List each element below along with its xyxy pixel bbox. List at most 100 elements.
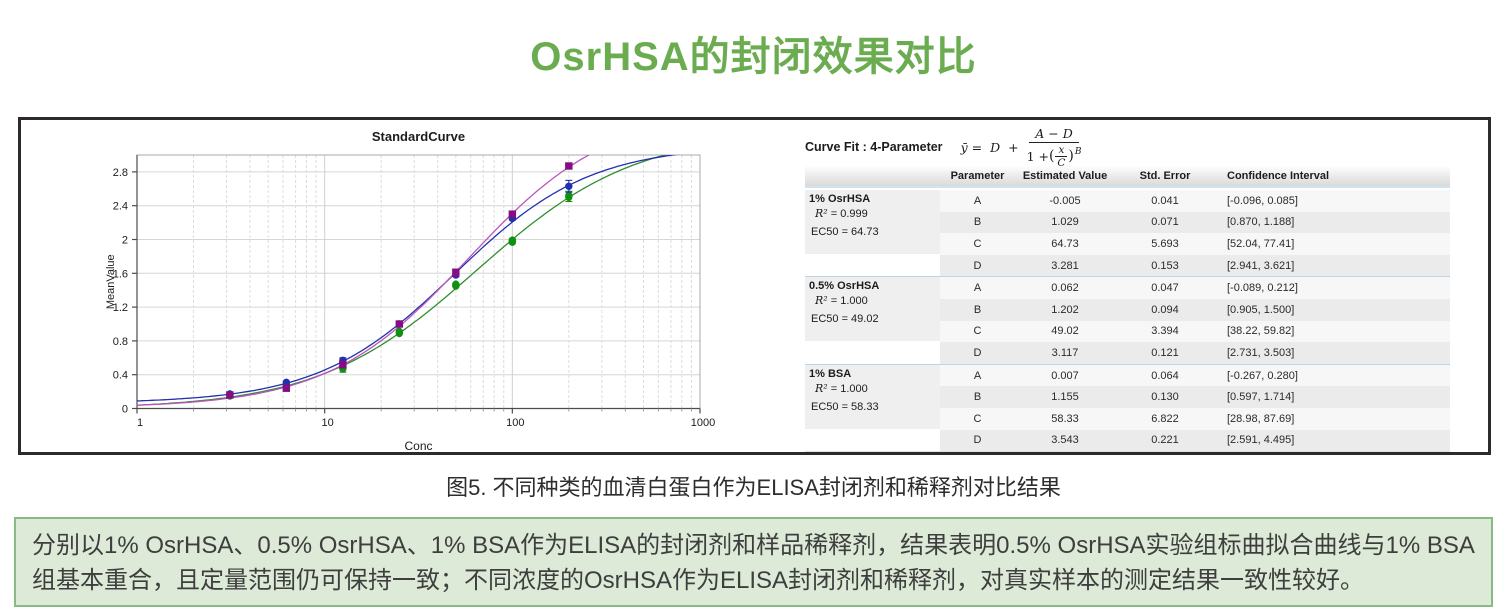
cell-confidence-interval: [-0.267, 0.280] <box>1227 369 1298 382</box>
figure-panel: 1 10 100 1000 0 0.4 0.8 1.2 1.6 2 2.4 2.8 StandardCu… <box>18 117 1491 455</box>
curve-fit-header: Curve Fit : 4-Parameter ȳ = D + A − D 1 … <box>805 126 1085 169</box>
cell-confidence-interval: [2.591, 4.495] <box>1227 434 1295 447</box>
cell-std-error: 3.394 <box>1151 325 1179 338</box>
cell-estimated-value: 1.029 <box>1051 216 1079 229</box>
cell-std-error: 0.153 <box>1151 259 1179 272</box>
table-row: C 49.02 3.394 [38.22, 59.82] <box>940 320 1450 343</box>
table-row: A 0.062 0.047 [-0.089, 0.212] <box>940 277 1450 299</box>
table-row: D 3.281 0.153 [2.941, 3.621] <box>940 254 1450 277</box>
summary-note-text: 分别以1% OsrHSA、0.5% OsrHSA、1% BSA作为ELISA的封… <box>32 532 1475 594</box>
svg-text:0: 0 <box>122 404 128 416</box>
formula-one-plus: 1 + <box>1026 148 1049 164</box>
chart-canvas: 1 10 100 1000 0 0.4 0.8 1.2 1.6 2 2.4 2.8 StandardCu… <box>105 129 715 453</box>
cell-std-error: 0.094 <box>1151 303 1179 316</box>
group-rows: A 0.062 0.047 [-0.089, 0.212] B 1.202 0.0… <box>940 277 1450 364</box>
table-row: D 3.117 0.121 [2.731, 3.503] <box>940 342 1450 364</box>
cell-std-error: 0.047 <box>1151 282 1179 295</box>
formula-x: x <box>1055 144 1068 157</box>
cell-estimated-value: 0.062 <box>1051 282 1079 295</box>
cell-confidence-interval: [0.597, 1.714] <box>1227 391 1295 404</box>
cell-std-error: 6.822 <box>1151 412 1179 425</box>
cell-parameter: B <box>973 303 982 316</box>
svg-text:1.2: 1.2 <box>113 302 128 314</box>
open-paren: ( <box>1049 148 1055 164</box>
cell-estimated-value: 0.007 <box>1051 369 1079 382</box>
svg-text:2: 2 <box>122 235 128 247</box>
table-row: C 58.33 6.822 [28.98, 87.69] <box>940 407 1450 430</box>
cell-confidence-interval: [52.04, 77.41] <box>1227 237 1295 250</box>
cell-estimated-value: 1.155 <box>1051 391 1079 404</box>
svg-text:1.6: 1.6 <box>113 268 128 280</box>
table-row: B 1.202 0.094 [0.905, 1.500] <box>940 298 1450 321</box>
cell-std-error: 5.693 <box>1151 237 1179 250</box>
standard-curve-chart: 1 10 100 1000 0 0.4 0.8 1.2 1.6 2 2.4 2.8 StandardCu… <box>21 120 791 453</box>
group-label-cell: 1% BSA R² = 1.000 EC50 = 58.33 <box>805 364 940 452</box>
cell-parameter: D <box>973 434 982 447</box>
curve-fit-table: Curve Fit : 4-Parameter ȳ = D + A − D 1 … <box>805 120 1452 453</box>
cell-estimated-value: 64.73 <box>1051 237 1079 250</box>
table-row: A 0.007 0.064 [-0.267, 0.280] <box>940 364 1450 387</box>
table-row: C 64.73 5.693 [52.04, 77.41] <box>940 233 1450 255</box>
group-name: 1% OsrHSA <box>809 193 871 205</box>
cell-parameter: D <box>973 346 982 359</box>
svg-text:MeanValue: MeanValue <box>105 254 117 309</box>
svg-text:100: 100 <box>506 417 524 429</box>
formula-denominator: 1 + ( x C ) B <box>1027 143 1082 169</box>
cell-confidence-interval: [-0.089, 0.212] <box>1227 282 1298 295</box>
svg-text:StandardCurve: StandardCurve <box>372 129 465 144</box>
cell-parameter: A <box>973 369 982 382</box>
formula-plus: + <box>1008 139 1019 155</box>
table-row: A -0.005 0.041 [-0.096, 0.085] <box>940 190 1450 212</box>
cell-confidence-interval: [28.98, 87.69] <box>1227 412 1295 425</box>
page-title: OsrHSA的封闭效果对比 <box>530 35 977 79</box>
svg-text:1000: 1000 <box>691 417 715 429</box>
close-paren: ) <box>1068 148 1074 164</box>
curve-fit-label: Curve Fit : 4-Parameter <box>805 140 943 154</box>
formula-fraction: A − D 1 + ( x C ) B <box>1027 126 1082 169</box>
cell-estimated-value: 1.202 <box>1051 303 1079 316</box>
group-ec50: EC50 = 58.33 <box>811 400 879 413</box>
group-r2: R² = 1.000 <box>815 294 868 308</box>
fit-group: 1% OsrHSA R² = 0.999 EC50 = 64.73 A -0.0… <box>805 190 1450 277</box>
svg-text:Conc: Conc <box>404 439 432 452</box>
formula-c: C <box>1057 156 1066 169</box>
col-std-error: Std. Error <box>1139 170 1191 182</box>
svg-text:2.8: 2.8 <box>113 167 128 179</box>
cell-std-error: 0.071 <box>1151 216 1179 229</box>
summary-note: 分别以1% OsrHSA、0.5% OsrHSA、1% BSA作为ELISA的封… <box>14 517 1493 607</box>
cell-std-error: 0.064 <box>1151 369 1179 382</box>
svg-text:1: 1 <box>137 417 143 429</box>
group-rows: A 0.007 0.064 [-0.267, 0.280] B 1.155 0.1… <box>940 364 1450 452</box>
svg-text:10: 10 <box>322 417 334 429</box>
col-parameter: Parameter <box>950 170 1005 182</box>
cell-confidence-interval: [2.731, 3.503] <box>1227 346 1295 359</box>
cell-parameter: D <box>973 259 982 272</box>
cell-confidence-interval: [-0.096, 0.085] <box>1227 194 1298 207</box>
cell-estimated-value: 3.281 <box>1051 259 1079 272</box>
cell-std-error: 0.221 <box>1151 434 1179 447</box>
figure-caption: 图5. 不同种类的血清白蛋白作为ELISA封闭剂和稀释剂对比结果 <box>446 475 1061 500</box>
group-name: 1% BSA <box>809 367 852 380</box>
col-estimated-value: Estimated Value <box>1022 170 1108 182</box>
formula-xc-fraction: x C <box>1055 144 1068 169</box>
group-ec50: EC50 = 49.02 <box>811 313 879 326</box>
group-label-cell: 0.5% OsrHSA R² = 1.000 EC50 = 49.02 <box>805 277 940 364</box>
formula-lhs: ȳ = <box>960 139 983 155</box>
cell-parameter: A <box>973 194 982 207</box>
table-header-row: Parameter Estimated Value Std. Error Con… <box>805 166 1450 188</box>
cell-confidence-interval: [2.941, 3.621] <box>1227 259 1295 272</box>
svg-text:2.4: 2.4 <box>113 201 128 213</box>
cell-parameter: A <box>973 282 982 295</box>
cell-estimated-value: 49.02 <box>1051 325 1079 338</box>
cell-std-error: 0.041 <box>1151 194 1179 207</box>
cell-estimated-value: 3.543 <box>1051 434 1079 447</box>
col-confidence-interval: Confidence Interval <box>1227 170 1330 182</box>
cell-confidence-interval: [0.905, 1.500] <box>1227 303 1295 316</box>
formula-d-term: D <box>990 139 1001 155</box>
group-label-cell: 1% OsrHSA R² = 0.999 EC50 = 64.73 <box>805 190 940 277</box>
formula-exponent: B <box>1074 147 1082 157</box>
cell-parameter: C <box>973 412 982 425</box>
group-rows: A -0.005 0.041 [-0.096, 0.085] B 1.029 0.… <box>940 190 1450 277</box>
cell-std-error: 0.121 <box>1151 346 1179 359</box>
